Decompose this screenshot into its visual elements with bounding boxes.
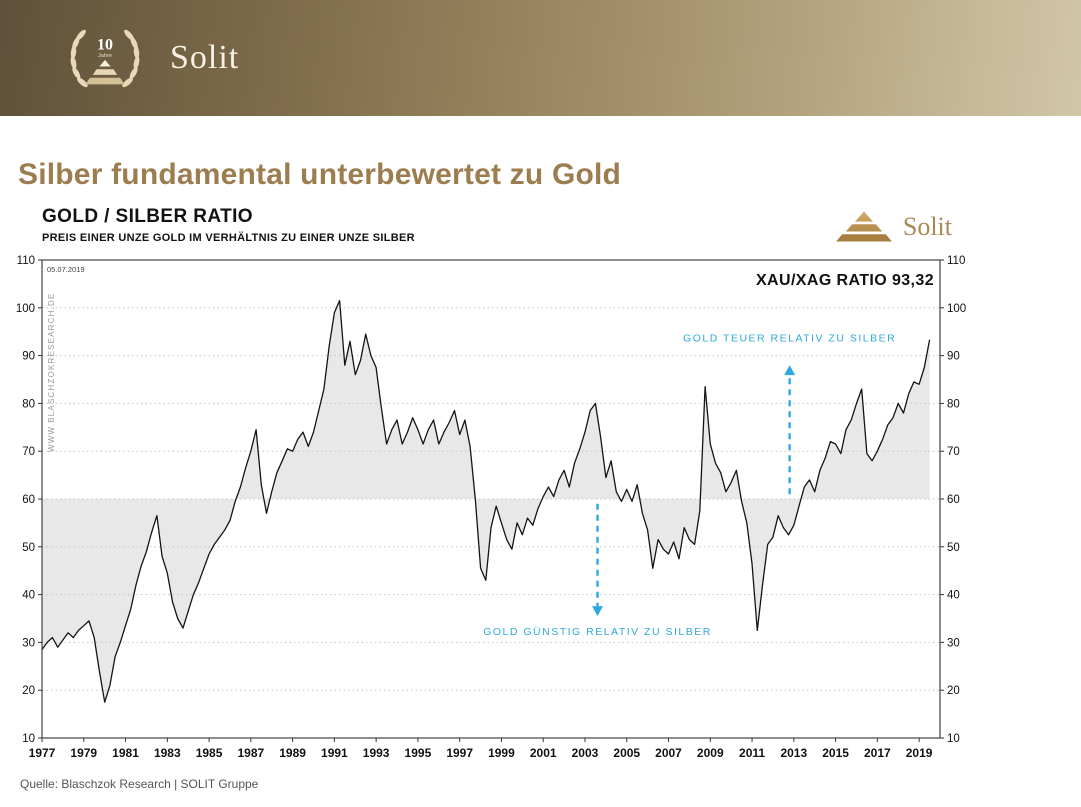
y-axis-label-left: 50 <box>22 542 35 554</box>
annotation-arrowhead-icon <box>784 365 796 376</box>
x-axis-label: 1985 <box>196 746 223 760</box>
solit-logo: 10 Jahre Solit <box>58 20 239 96</box>
y-axis-label-right: 20 <box>947 685 960 697</box>
x-axis-label: 2001 <box>530 746 557 760</box>
y-axis-label-left: 90 <box>22 351 35 363</box>
y-axis-label-left: 20 <box>22 685 35 697</box>
x-axis-label: 1987 <box>237 746 264 760</box>
x-axis-label: 1983 <box>154 746 181 760</box>
anniversary-wreath-icon: 10 Jahre <box>70 29 140 88</box>
x-axis-label: 2007 <box>655 746 682 760</box>
brand-wordmark: Solit <box>170 39 240 76</box>
chart-section: GOLD / SILBER RATIO PREIS EINER UNZE GOL… <box>14 206 974 769</box>
y-axis-label-right: 110 <box>947 255 965 267</box>
x-axis-label: 2017 <box>864 746 891 760</box>
y-axis-label-right: 30 <box>947 637 960 649</box>
x-axis-label: 1997 <box>446 746 473 760</box>
x-axis-label: 1979 <box>70 746 97 760</box>
ratio-line <box>41 299 931 703</box>
chart-subtitle: PREIS EINER UNZE GOLD IM VERHÄLTNIS ZU E… <box>42 232 415 244</box>
y-axis-label-left: 100 <box>16 303 35 315</box>
y-axis-label-left: 60 <box>22 494 35 506</box>
brand-wordmark: Solit <box>902 212 952 241</box>
x-axis-label: 1999 <box>488 746 515 760</box>
x-axis-label: 2011 <box>739 746 765 760</box>
source-note: Quelle: Blaschzok Research | SOLIT Grupp… <box>20 777 259 791</box>
annotation-arrowhead-icon <box>592 606 604 617</box>
chart-header: GOLD / SILBER RATIO PREIS EINER UNZE GOL… <box>14 206 974 246</box>
gold-silver-ratio-chart: GOLD TEUER RELATIV ZU SILBER GOLD GÜNSTIG… <box>14 254 974 769</box>
page-title: Silber fundamental unterbewertet zu Gold <box>18 158 622 191</box>
y-axis-label-right: 60 <box>947 494 960 506</box>
y-axis-label-right: 100 <box>947 303 966 315</box>
y-axis-label-right: 40 <box>947 590 960 602</box>
x-axis-label: 1977 <box>29 746 56 760</box>
pyramid-icon <box>835 211 892 242</box>
deviation-area-fill <box>42 300 930 703</box>
annotation-label: GOLD GÜNSTIG RELATIV ZU SILBER <box>483 626 712 638</box>
x-axis-label: 2005 <box>613 746 640 760</box>
y-axis-label-left: 30 <box>22 637 35 649</box>
watermark: WWW.BLASCHZOKRESEARCH.DE <box>47 292 56 452</box>
chart-corner-logo: Solit <box>835 208 952 246</box>
x-axis-label: 2015 <box>822 746 849 760</box>
y-axis-label-right: 70 <box>947 446 960 458</box>
annotation-label: GOLD TEUER RELATIV ZU SILBER <box>683 332 896 344</box>
x-axis-label: 2003 <box>572 746 599 760</box>
x-axis-label: 1981 <box>112 746 139 760</box>
x-axis-label: 1991 <box>321 746 348 760</box>
y-axis-label-right: 90 <box>947 351 960 363</box>
chart-title: GOLD / SILBER RATIO <box>42 206 253 227</box>
y-axis-label-right: 50 <box>947 542 960 554</box>
y-axis-label-left: 10 <box>22 733 35 745</box>
current-ratio-label: XAU/XAG RATIO 93,32 <box>755 272 934 289</box>
header-banner: 10 Jahre Solit <box>0 0 1081 116</box>
y-axis-label-right: 10 <box>947 733 960 745</box>
y-axis-label-left: 70 <box>22 446 35 458</box>
y-axis-label-right: 80 <box>947 398 960 410</box>
y-axis-label-left: 110 <box>17 255 35 267</box>
pyramid-icon <box>85 59 125 85</box>
y-axis-label-left: 80 <box>22 398 35 410</box>
chart-date-label: 05.07.2019 <box>47 265 85 274</box>
x-axis-label: 2013 <box>780 746 807 760</box>
x-axis-label: 2009 <box>697 746 724 760</box>
badge-sub-text: Jahre <box>98 53 112 59</box>
badge-years-text: 10 <box>97 37 113 54</box>
x-axis-label: 2019 <box>906 746 933 760</box>
x-axis-label: 1993 <box>363 746 390 760</box>
ratio-line-chart-svg: GOLD TEUER RELATIV ZU SILBER GOLD GÜNSTIG… <box>16 255 966 760</box>
x-axis-label: 1989 <box>279 746 306 760</box>
x-axis-label: 1995 <box>405 746 432 760</box>
y-axis-label-left: 40 <box>22 590 35 602</box>
